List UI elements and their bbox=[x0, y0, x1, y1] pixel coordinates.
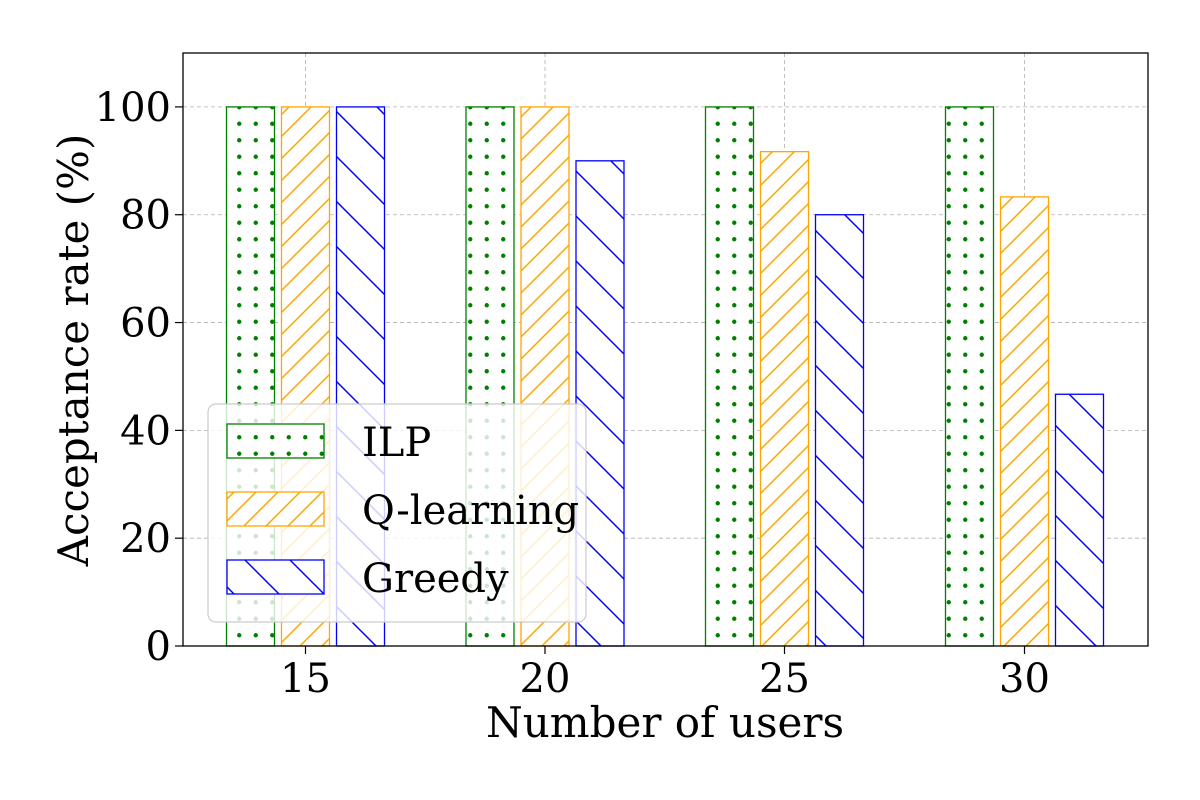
bar-greedy-30 bbox=[1054, 393, 1105, 647]
legend-swatch bbox=[226, 423, 325, 459]
y-axis-label: Acceptance rate (%) bbox=[49, 134, 98, 568]
bar-mark bbox=[704, 106, 755, 647]
bar-q-learning-30 bbox=[999, 196, 1050, 647]
plot-area-frame bbox=[182, 52, 1149, 647]
legend-swatch bbox=[226, 491, 325, 527]
legend: ILP Q-learning Greedy bbox=[207, 403, 587, 623]
legend-entry-q-learning: Q-learning bbox=[226, 488, 579, 534]
y-tick-label: 0 bbox=[146, 624, 171, 670]
legend-label: ILP bbox=[362, 420, 431, 466]
bar-mark bbox=[814, 214, 865, 647]
bar-ilp-25 bbox=[704, 106, 755, 647]
y-tick-label: 40 bbox=[120, 408, 171, 454]
axis-ticks: 0 20 40 60 80 100 15 20 25 30 bbox=[95, 85, 1050, 702]
legend-entry-greedy: Greedy bbox=[226, 556, 509, 602]
legend-swatch bbox=[226, 559, 325, 595]
x-axis-label: Number of users bbox=[486, 698, 844, 747]
y-tick-label: 60 bbox=[120, 301, 171, 347]
y-tick-label: 80 bbox=[120, 193, 171, 239]
y-tick-label: 100 bbox=[95, 85, 171, 131]
legend-label: Greedy bbox=[362, 556, 509, 602]
bar-q-learning-25 bbox=[759, 151, 810, 647]
x-tick-label: 25 bbox=[759, 656, 810, 702]
legend-entry-ilp: ILP bbox=[226, 420, 431, 466]
bar-ilp-30 bbox=[944, 106, 995, 647]
x-tick-label: 20 bbox=[520, 656, 571, 702]
x-tick-label: 30 bbox=[999, 656, 1050, 702]
bar-mark bbox=[944, 106, 995, 647]
x-tick-label: 15 bbox=[280, 656, 331, 702]
bar-mark bbox=[759, 151, 810, 647]
y-tick-label: 20 bbox=[120, 516, 171, 562]
bar-mark bbox=[999, 196, 1050, 647]
bar-mark bbox=[1054, 393, 1105, 647]
bar-greedy-25 bbox=[814, 214, 865, 647]
legend-label: Q-learning bbox=[362, 488, 579, 534]
